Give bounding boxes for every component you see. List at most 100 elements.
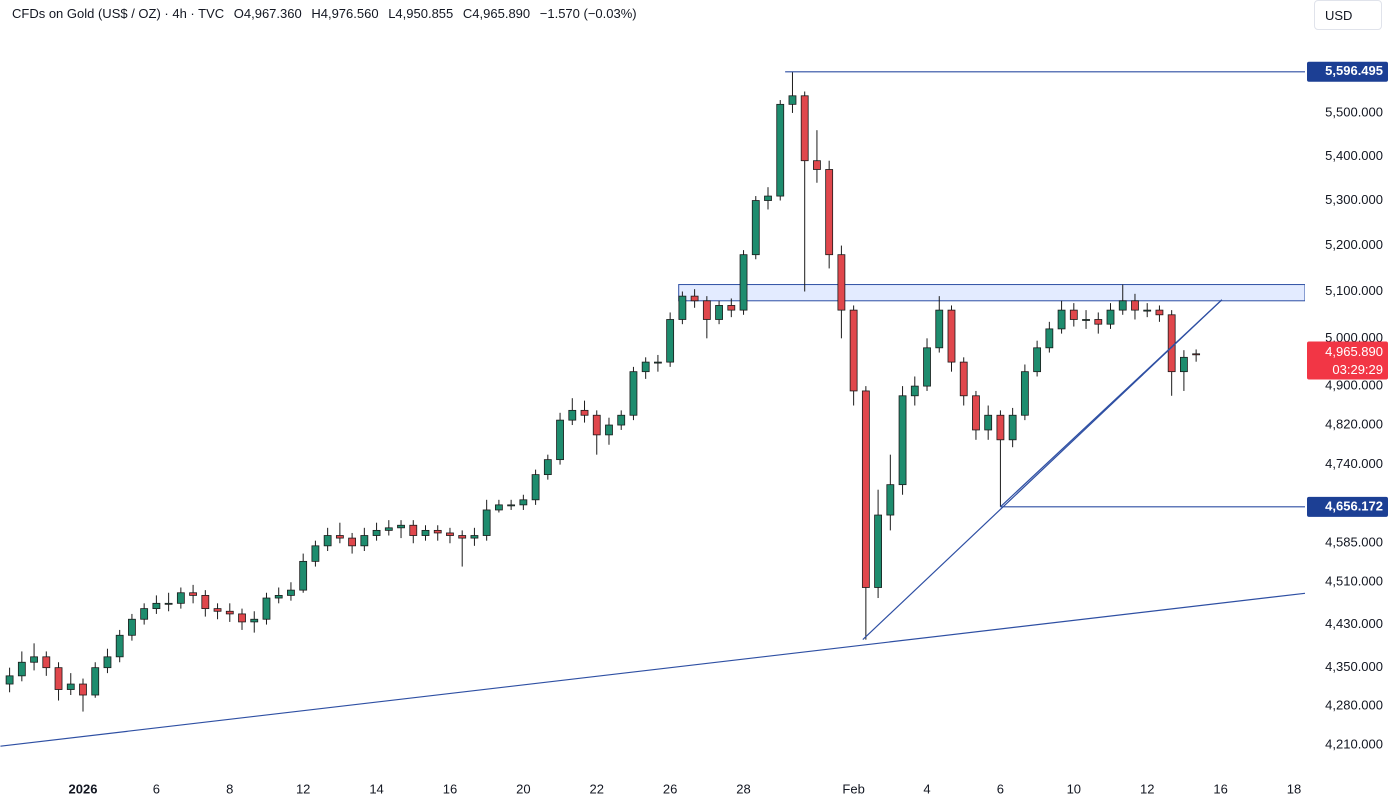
current-price-box	[1307, 341, 1388, 380]
y-tick-label: 4,210.000	[1325, 736, 1383, 751]
current-price-label: 4,965.890	[1325, 344, 1383, 359]
candle-body	[874, 514, 882, 588]
candle-body	[1082, 319, 1090, 321]
ohlc-low: L4,950.855	[388, 6, 454, 21]
level-label-box	[1307, 496, 1388, 517]
candle-body	[556, 419, 564, 461]
candle-body	[397, 524, 405, 529]
candle-body	[66, 683, 75, 690]
candle-body	[739, 254, 748, 311]
candle-body	[715, 305, 723, 320]
candle-body	[654, 361, 662, 364]
x-tick-label: 4	[923, 781, 930, 796]
candle-body	[1045, 328, 1054, 349]
candle-body	[5, 675, 14, 685]
candle-body	[213, 608, 222, 612]
candle-body	[421, 529, 430, 536]
candle-body	[1069, 309, 1078, 320]
y-tick-label: 5,000.000	[1325, 330, 1383, 345]
candle-body	[788, 95, 797, 105]
candle-body	[666, 319, 675, 363]
x-tick-label: 12	[296, 781, 310, 796]
x-tick-label: 18	[1287, 781, 1301, 796]
candle-body	[1106, 309, 1115, 325]
symbol-title: CFDs on Gold (US$ / OZ) · 4h · TVC	[12, 6, 225, 21]
candle-body	[201, 594, 210, 610]
header: CFDs on Gold (US$ / OZ) · 4h · TVC O4,96…	[12, 6, 643, 21]
trendline	[0, 592, 1306, 747]
candle-body	[690, 295, 699, 302]
candle-body	[702, 300, 711, 320]
x-tick-label: 22	[590, 781, 604, 796]
candle-body	[849, 309, 858, 392]
y-tick-label: 4,900.000	[1325, 378, 1383, 393]
x-tick-label: 28	[736, 781, 750, 796]
candle-body	[751, 200, 760, 256]
candle-body	[605, 424, 613, 436]
candle-body	[409, 524, 418, 536]
y-tick-label: 5,300.000	[1325, 192, 1383, 207]
currency-button[interactable]: USD	[1314, 0, 1382, 30]
candle-body	[1131, 300, 1139, 311]
countdown: 03:29:29	[1332, 362, 1383, 377]
x-tick-label: 6	[997, 781, 1004, 796]
ohlc-change: −1.570 (−0.03%)	[539, 6, 637, 21]
candle-body	[543, 459, 552, 476]
candle-body	[727, 305, 736, 311]
candle-body	[189, 592, 197, 596]
x-tick-label: 16	[1213, 781, 1227, 796]
candle-body	[923, 347, 931, 387]
candle-body	[54, 667, 63, 690]
candle-body	[115, 634, 124, 658]
candle-body	[360, 535, 369, 547]
candle-body	[1020, 371, 1029, 416]
candle-body	[886, 484, 895, 516]
candle-body	[299, 560, 308, 591]
time-axis	[0, 775, 1305, 803]
candle-body	[592, 414, 601, 436]
x-tick-label: 26	[663, 781, 677, 796]
candle-body	[531, 474, 540, 501]
resistance-zone	[678, 284, 1306, 302]
candle-body	[1008, 414, 1017, 441]
candle-body	[764, 195, 772, 201]
candle-body	[323, 535, 332, 547]
candle-body	[776, 103, 785, 197]
x-tick-label: Feb	[842, 781, 864, 796]
candle-body	[800, 95, 809, 162]
ohlc-high: H4,976.560	[311, 6, 379, 21]
candle-body	[898, 395, 907, 486]
candle-body	[947, 309, 956, 363]
x-tick-label: 10	[1067, 781, 1081, 796]
x-tick-label: 20	[516, 781, 530, 796]
candle-body	[1192, 353, 1201, 356]
trendline	[1000, 299, 1223, 508]
candle-body	[42, 656, 51, 669]
candle-body	[348, 537, 357, 547]
candle-body	[287, 589, 295, 596]
y-tick-label: 4,820.000	[1325, 416, 1383, 431]
candle-body	[910, 385, 919, 397]
ohlc-close: C4,965.890	[462, 6, 531, 21]
x-tick-label: 12	[1140, 781, 1154, 796]
candle-body	[79, 683, 87, 696]
candle-body	[507, 504, 516, 507]
price-axis	[1305, 0, 1390, 803]
candle-body	[238, 613, 246, 623]
candle-body	[176, 592, 185, 604]
y-tick-label: 4,350.000	[1325, 659, 1383, 674]
x-tick-label: 16	[443, 781, 457, 796]
candle-body	[629, 371, 638, 416]
candle-body	[568, 409, 577, 421]
y-tick-label: 5,500.000	[1325, 104, 1383, 119]
y-tick-label: 4,510.000	[1325, 574, 1383, 589]
y-tick-label: 4,585.000	[1325, 535, 1383, 550]
candle-body	[140, 608, 149, 620]
candle-body	[1057, 309, 1066, 330]
candle-body	[825, 169, 834, 256]
candle-body	[984, 414, 993, 431]
candle-body	[494, 504, 503, 511]
candle-body	[164, 602, 173, 605]
candle-body	[458, 535, 467, 539]
